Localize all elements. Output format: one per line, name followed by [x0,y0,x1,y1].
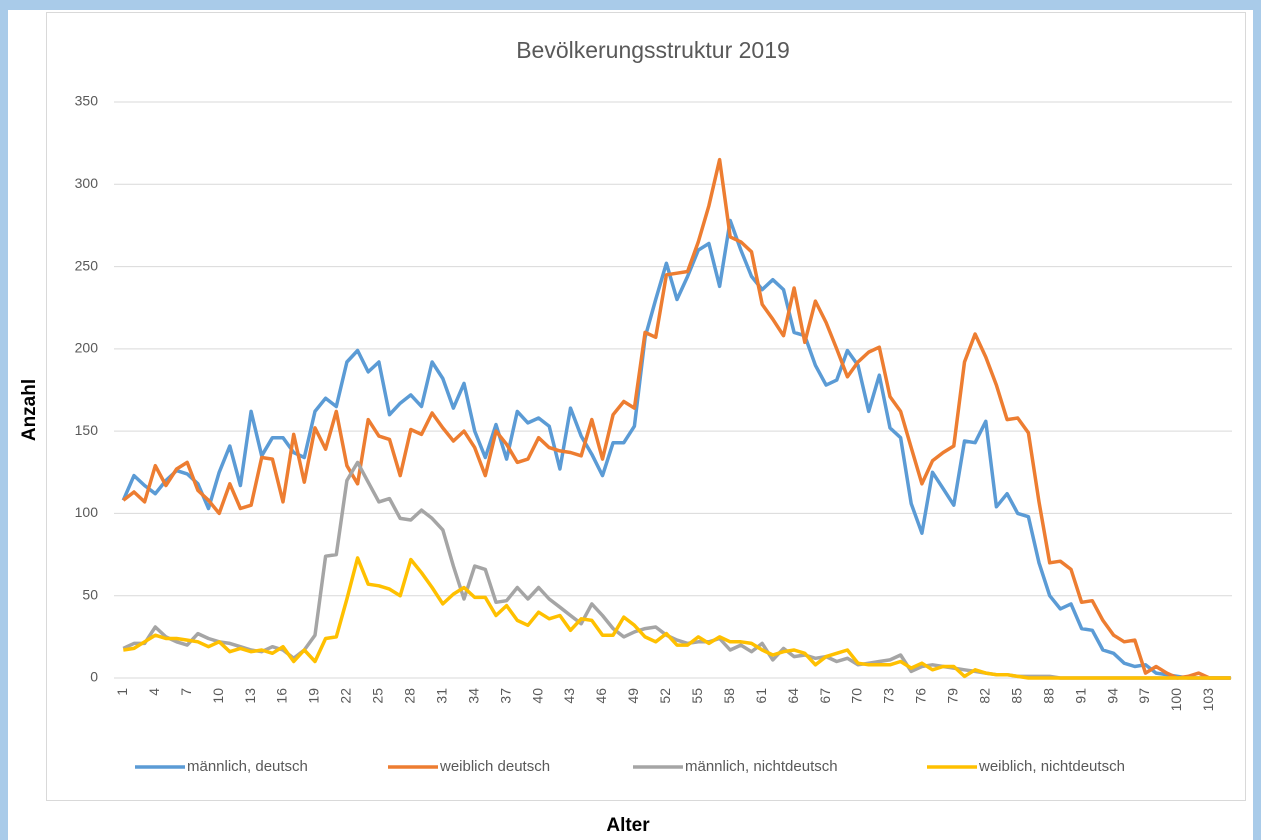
x-tick-label: 7 [178,688,194,696]
x-tick-label: 97 [1136,688,1152,704]
x-tick-label: 103 [1200,688,1216,712]
y-tick-label: 300 [75,175,99,191]
x-tick-label: 82 [976,688,992,704]
x-tick-label: 52 [657,688,673,704]
y-tick-label: 150 [75,422,99,438]
legend-label: männlich, nichtdeutsch [685,758,838,775]
x-tick-label: 70 [849,688,865,704]
x-tick-label: 91 [1072,688,1088,704]
series-line [123,556,1231,680]
x-tick-label: 94 [1104,688,1120,704]
x-tick-label: 76 [913,688,929,704]
legend-label: weiblich deutsch [439,758,550,775]
chart-title: Bevölkerungsstruktur 2019 [516,37,790,63]
series-line [122,157,1231,680]
x-tick-label: 25 [370,688,386,704]
series-line [121,218,1231,680]
x-tick-label: 64 [785,688,801,704]
legend-label: männlich, deutsch [187,758,308,775]
x-tick-label: 73 [881,688,897,704]
x-tick-label: 58 [721,688,737,704]
y-axis-label: Anzahl [19,379,40,441]
plot-frame [46,12,1246,801]
y-tick-label: 100 [75,504,99,520]
x-tick-label: 85 [1008,688,1024,704]
x-axis-label: Alter [606,815,650,836]
y-tick-label: 50 [82,586,98,602]
x-tick-label: 1 [114,688,130,696]
x-tick-label: 31 [433,688,449,704]
x-tick-label: 46 [593,688,609,704]
x-tick-label: 16 [274,688,290,704]
x-tick-label: 88 [1040,688,1056,704]
y-tick-label: 200 [75,340,99,356]
y-tick-label: 0 [90,669,98,685]
x-tick-label: 13 [242,688,258,704]
x-tick-label: 55 [689,688,705,704]
x-tick-label: 34 [465,688,481,704]
x-tick-label: 22 [338,688,354,704]
x-tick-label: 79 [945,688,961,704]
x-tick-label: 43 [561,688,577,704]
x-tick-label: 40 [529,688,545,704]
x-tick-label: 61 [753,688,769,704]
x-tick-label: 49 [625,688,641,704]
x-tick-label: 37 [497,688,513,704]
x-tick-label: 100 [1168,688,1184,712]
legend-label: weiblich, nichtdeutsch [978,758,1125,775]
x-tick-label: 4 [146,688,162,696]
y-tick-label: 250 [75,257,99,273]
x-tick-label: 19 [306,688,322,704]
y-tick-label: 350 [75,93,99,109]
x-tick-label: 28 [402,688,418,704]
x-tick-label: 67 [817,688,833,704]
x-tick-label: 10 [210,688,226,704]
